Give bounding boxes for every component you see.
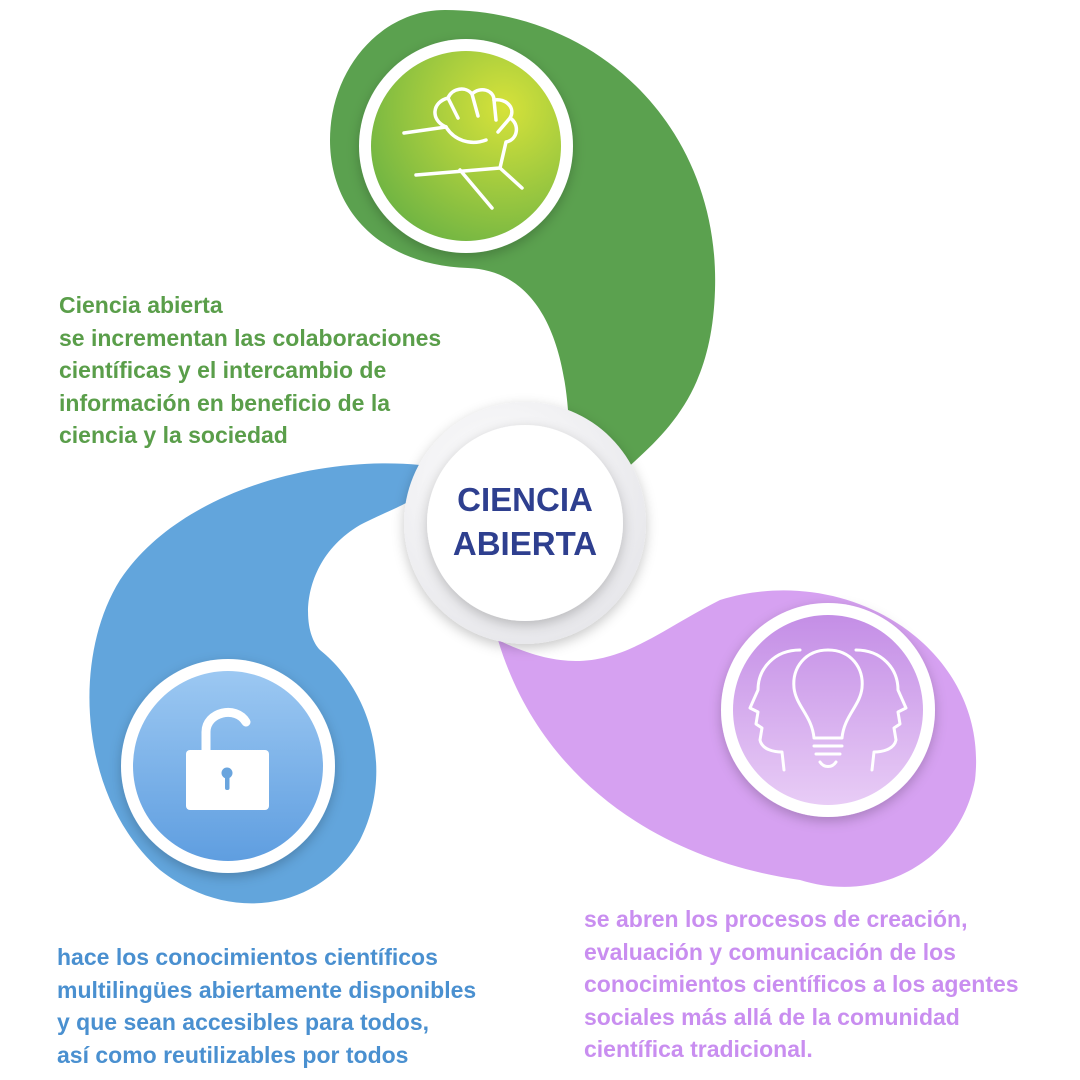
society-line: evaluación y comunicación de los (584, 938, 956, 965)
collaboration-line: ciencia y la sociedad (59, 422, 288, 448)
access-line: y que sean accesibles para todos, (57, 1009, 429, 1035)
center-title-line-1: CIENCIA (457, 481, 593, 518)
society-description: se abren los procesos de creación, evalu… (584, 903, 1019, 1066)
access-line: así como reutilizables por todos (57, 1041, 409, 1068)
collaboration-line: científicas y el intercambio de (59, 357, 387, 383)
collaboration-line: se incrementan las colaboraciones (59, 324, 442, 351)
unlocked-padlock-icon (186, 708, 269, 810)
society-line: científica tradicional. (584, 1036, 813, 1062)
society-line: sociales más allá de la comunidad (584, 1003, 960, 1030)
society-line: se abren los procesos de creación, (584, 906, 968, 932)
access-description: hace los conocimientos científicos multi… (57, 941, 476, 1071)
collaboration-description: Ciencia abierta se incrementan las colab… (59, 289, 441, 452)
center-title: CIENCIA ABIERTA (430, 478, 620, 566)
lightbulb-heads-icon (748, 648, 908, 772)
society-line: conocimientos científicos a los agentes (584, 971, 1019, 997)
handshake-icon (402, 87, 524, 210)
collaboration-line: Ciencia abierta (59, 292, 223, 318)
center-title-line-2: ABIERTA (452, 525, 598, 562)
access-line: multilingües abiertamente disponibles (57, 976, 477, 1003)
access-line: hace los conocimientos científicos (57, 944, 438, 970)
collaboration-line: información en beneficio de la (59, 389, 391, 416)
center-hub (404, 402, 646, 644)
